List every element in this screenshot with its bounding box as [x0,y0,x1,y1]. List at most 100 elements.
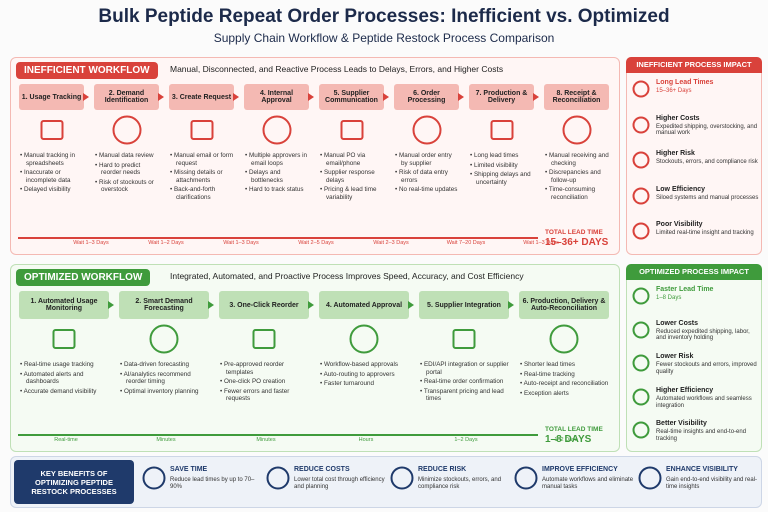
bullet: • Back-and-forth clarifications [170,186,216,201]
icon [632,151,650,169]
benefit-detail: Lower total cost through efficiency and … [294,477,385,490]
bullet: • Risk of stockouts or overstock [95,178,154,194]
step-bullets: • Manual PO via email/phone • Supplier re… [320,152,385,203]
bullet: • Hard to track status [245,186,304,194]
icon [632,116,650,134]
bullet: • Data-driven forecasting [120,361,190,368]
section-label: OPTIMIZED WORKFLOW [16,269,151,286]
step-title: 5. Supplier Communication [319,84,384,110]
bullet: • Risk of data entry errors [395,169,448,184]
bullet: • Multiple approvers in email loops [245,152,308,167]
icon [632,388,650,406]
wait-label: Wait 1–3 Days [523,240,559,246]
bullet: • Exception alerts [520,389,569,397]
impact-item-detail: Stockouts, errors, and compliance risk [656,159,758,166]
icon [190,120,213,140]
icon [412,115,441,145]
arrow [408,301,414,309]
wait-label: Wait 2–3 Days [373,240,409,246]
impact-item-title: Higher Efficiency [656,386,714,394]
icon [632,187,650,205]
step-bullets: • Pre-approved reorder templates • One-cl… [220,361,310,405]
icon [632,421,650,439]
bullet: • Manual PO via email/phone [320,152,366,167]
bullet: • Faster turnaround [320,380,375,388]
bullet: • Auto-routing to approvers [320,370,395,378]
benefits-title: KEY BENEFITS OF OPTIMIZING PEPTIDE RESTO… [14,460,134,504]
wait-label: 1–2 Days [454,437,478,443]
icon [632,354,650,372]
wait-label: Minutes [256,437,276,443]
icon [562,115,591,145]
step-bullets: • Data-driven forecasting • AI/analytics … [120,361,210,397]
wait-label: Wait 1–3 Days [223,240,259,246]
impact-title: INEFFICIENT PROCESS IMPACT [626,57,762,73]
step-title: 1. Automated Usage Monitoring [19,291,109,319]
impact-item-title: Poor Visibility [656,221,703,229]
timeline [18,237,538,239]
icon [349,324,379,354]
wait-label: Real-time [54,437,78,443]
bullet: • Shipping delays and uncertainty [470,171,531,186]
impact-item-detail: Automated workflows and seamless integra… [656,395,752,409]
icon [142,466,166,490]
benefit-detail: Minimize stockouts, errors, and complian… [418,477,502,490]
bullet: • Missing details or attachments [170,169,223,184]
wait-label: Wait 1–3 Days [73,240,109,246]
step-bullets: • Long lead times • Limited visibility • S… [470,152,535,188]
icon [112,115,141,145]
step-title: 3. Create Request [169,84,234,110]
icon [632,287,650,305]
arrow [108,301,114,309]
step-title: 6. Order Processing [394,84,459,110]
icon [632,80,650,98]
impact-item-detail: Fewer stockouts and errors, improved qua… [656,362,757,376]
arrow [308,93,314,101]
benefits-panel [10,456,762,508]
bullet: • Automated alerts and dashboards [20,370,84,386]
arrow [83,93,89,101]
bullet: • Real-time order confirmation [420,378,504,386]
benefit-detail: Reduce lead times by up to 70–90% [170,477,255,490]
arrow [208,301,214,309]
impact-item-title: Lower Costs [656,319,699,327]
step-title: 6. Production, Delivery & Auto-Reconcili… [519,291,609,319]
icon [514,466,538,490]
icon [638,466,662,490]
benefit-title: REDUCE RISK [418,466,467,473]
benefit-title: REDUCE COSTS [294,466,350,473]
step-title: 8. Receipt & Reconciliation [544,84,609,110]
step-title: 4. Internal Approval [244,84,309,110]
icon [632,321,650,339]
icon [52,329,76,349]
arrow [158,93,164,101]
bullet: • Pre-approved reorder templates [220,361,285,376]
benefit-title: SAVE TIME [170,466,208,473]
wait-label: Minutes [156,437,176,443]
step-bullets: • Multiple approvers in email loops • Del… [245,152,310,196]
bullet: • Auto-receipt and reconciliation [520,380,609,388]
bullet: • Long lead times [470,152,519,159]
timeline [18,434,538,436]
bullet: • Manual receiving and checking [545,152,609,167]
impact-item-detail: Real-time insights and end-to-end tracki… [656,429,747,443]
icon [252,329,276,349]
impact-item-title: Low Efficiency [656,185,706,193]
bullet: • Manual tracking in spreadsheets [20,152,76,167]
bullet: • Manual email or form request [170,152,234,167]
step-bullets: • Manual order entry by supplier • Risk o… [395,152,460,196]
bullet: • Real-time tracking [520,370,575,378]
arrow [508,301,514,309]
impact-item-detail: 15–36+ Days [656,88,692,94]
bullet: • Fewer errors and faster requests [220,387,290,403]
icon [340,120,363,140]
bullet: • Inaccurate or incomplete data [20,169,71,184]
impact-item-title: Higher Costs [656,114,700,122]
bullet: • Optimal inventory planning [120,387,199,395]
step-title: 4. Automated Approval [319,291,409,319]
wait-label: Hours [358,437,374,443]
step-title: 7. Production & Delivery [469,84,534,110]
step-bullets: • Manual tracking in spreadsheets • Inacc… [20,152,85,196]
icon [632,222,650,240]
